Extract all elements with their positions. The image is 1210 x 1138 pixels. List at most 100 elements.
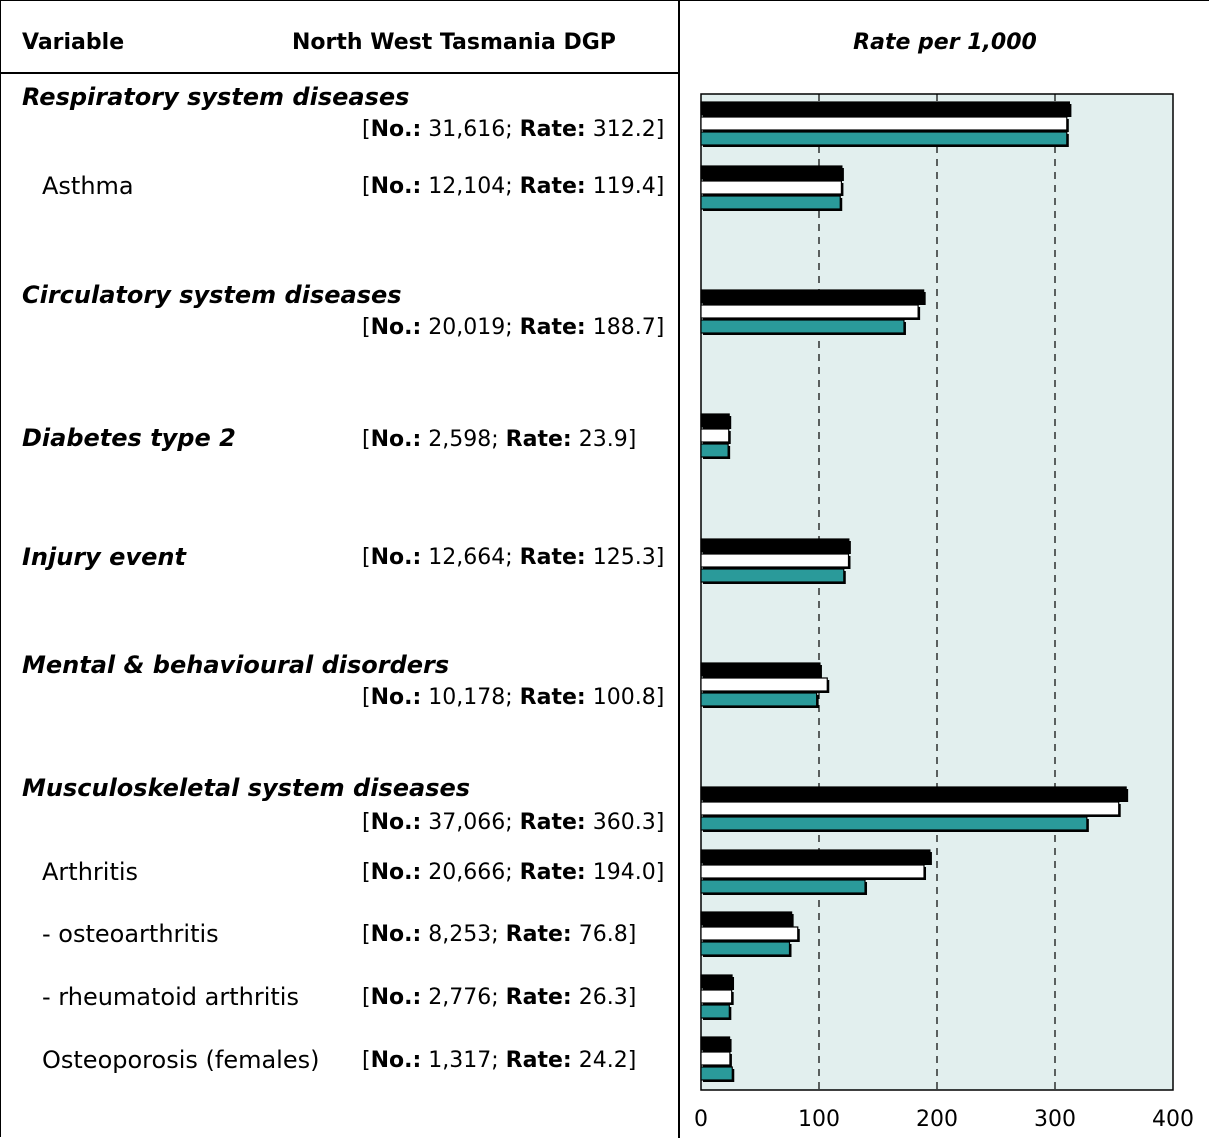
no-value: 8,253 <box>428 922 492 947</box>
row-label: Osteoporosis (females) <box>42 1046 320 1074</box>
x-tick-label: 300 <box>1034 1107 1076 1132</box>
no-label: No.: <box>370 860 422 885</box>
no-value: 2,776 <box>428 985 492 1010</box>
bar <box>700 816 1088 831</box>
row-stat: [No.: 2,598; Rate: 23.9] <box>362 427 637 452</box>
bar <box>700 1051 731 1066</box>
bar <box>700 879 866 894</box>
bar <box>700 428 730 443</box>
x-tick-label: 200 <box>916 1107 958 1132</box>
row-stat: [No.: 20,666; Rate: 194.0] <box>362 860 665 885</box>
bar <box>700 941 791 956</box>
row-stat: [No.: 12,104; Rate: 119.4] <box>362 174 665 199</box>
bar <box>700 553 850 568</box>
x-tick-label: 400 <box>1152 1107 1194 1132</box>
bar <box>700 180 843 195</box>
bar <box>700 677 828 692</box>
header-rate: Rate per 1,000 <box>853 30 1037 55</box>
bar <box>700 165 843 180</box>
no-label: No.: <box>370 545 422 570</box>
row-stat: [No.: 1,317; Rate: 24.2] <box>362 1048 637 1073</box>
row-stat: [No.: 20,019; Rate: 188.7] <box>362 315 665 340</box>
no-value: 20,666 <box>428 860 506 885</box>
bar <box>700 662 821 677</box>
no-label: No.: <box>370 922 422 947</box>
rate-value: 312.2 <box>592 117 656 142</box>
rate-label: Rate: <box>519 860 586 885</box>
bar <box>700 289 925 304</box>
rate-label: Rate: <box>519 315 586 340</box>
rate-value: 125.3 <box>592 545 656 570</box>
bar <box>700 864 925 879</box>
row-label: Musculoskeletal system diseases <box>22 774 471 802</box>
bar <box>700 786 1127 801</box>
row-label: Injury event <box>22 543 186 571</box>
no-label: No.: <box>370 810 422 835</box>
row-label: - rheumatoid arthritis <box>42 983 299 1011</box>
rate-label: Rate: <box>505 427 572 452</box>
rate-value: 194.0 <box>592 860 656 885</box>
rate-label: Rate: <box>519 545 586 570</box>
rate-value: 23.9 <box>578 427 628 452</box>
bar <box>700 443 729 458</box>
bar <box>700 692 818 707</box>
rate-value: 119.4 <box>592 174 656 199</box>
bar <box>700 131 1068 146</box>
row-label: - osteoarthritis <box>42 920 219 948</box>
bar <box>700 1066 733 1081</box>
no-value: 2,598 <box>428 427 492 452</box>
bar <box>700 1004 730 1019</box>
header-variable: Variable <box>22 30 125 55</box>
no-value: 31,616 <box>428 117 506 142</box>
bar <box>700 911 793 926</box>
row-label: Asthma <box>42 172 134 200</box>
bar <box>700 101 1070 116</box>
row-label: Diabetes type 2 <box>22 424 236 452</box>
row-stat: [No.: 12,664; Rate: 125.3] <box>362 545 665 570</box>
row-stat: [No.: 37,066; Rate: 360.3] <box>362 810 665 835</box>
bar <box>700 849 931 864</box>
no-value: 1,317 <box>428 1048 492 1073</box>
bar <box>700 195 841 210</box>
no-label: No.: <box>370 427 422 452</box>
bar <box>700 413 730 428</box>
rate-label: Rate: <box>505 922 572 947</box>
rate-value: 360.3 <box>592 810 656 835</box>
no-value: 20,019 <box>428 315 506 340</box>
row-stat: [No.: 10,178; Rate: 100.8] <box>362 685 665 710</box>
x-tick-label: 0 <box>694 1107 708 1132</box>
rate-value: 188.7 <box>592 315 656 340</box>
no-label: No.: <box>370 174 422 199</box>
no-value: 37,066 <box>428 810 506 835</box>
rate-label: Rate: <box>519 685 586 710</box>
no-label: No.: <box>370 117 422 142</box>
header-divider <box>0 72 679 74</box>
no-label: No.: <box>370 1048 422 1073</box>
no-value: 12,664 <box>428 545 506 570</box>
header-region: North West Tasmania DGP <box>292 30 616 55</box>
row-stat: [No.: 2,776; Rate: 26.3] <box>362 985 637 1010</box>
row-label: Respiratory system diseases <box>22 83 410 111</box>
rate-label: Rate: <box>519 117 586 142</box>
row-stat: [No.: 31,616; Rate: 312.2] <box>362 117 665 142</box>
rate-label: Rate: <box>519 810 586 835</box>
x-tick-label: 100 <box>798 1107 840 1132</box>
bar <box>700 568 845 583</box>
bar <box>700 801 1120 816</box>
row-label: Arthritis <box>42 858 139 886</box>
no-value: 10,178 <box>428 685 506 710</box>
no-value: 12,104 <box>428 174 506 199</box>
bar <box>700 926 799 941</box>
no-label: No.: <box>370 985 422 1010</box>
row-stat: [No.: 8,253; Rate: 76.8] <box>362 922 637 947</box>
rate-value: 24.2 <box>578 1048 628 1073</box>
row-label: Circulatory system diseases <box>22 281 402 309</box>
rate-value: 26.3 <box>578 985 628 1010</box>
no-label: No.: <box>370 315 422 340</box>
bar <box>700 974 733 989</box>
rate-value: 100.8 <box>592 685 656 710</box>
rate-label: Rate: <box>519 174 586 199</box>
bar <box>700 538 850 553</box>
